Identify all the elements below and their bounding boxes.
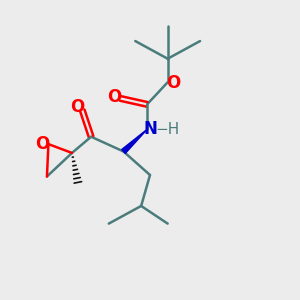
Polygon shape [122,129,147,153]
Text: N: N [144,120,158,138]
Text: O: O [35,135,49,153]
Text: O: O [70,98,84,116]
Text: O: O [107,88,121,106]
Text: O: O [166,74,180,92]
Text: −H: −H [155,122,179,137]
